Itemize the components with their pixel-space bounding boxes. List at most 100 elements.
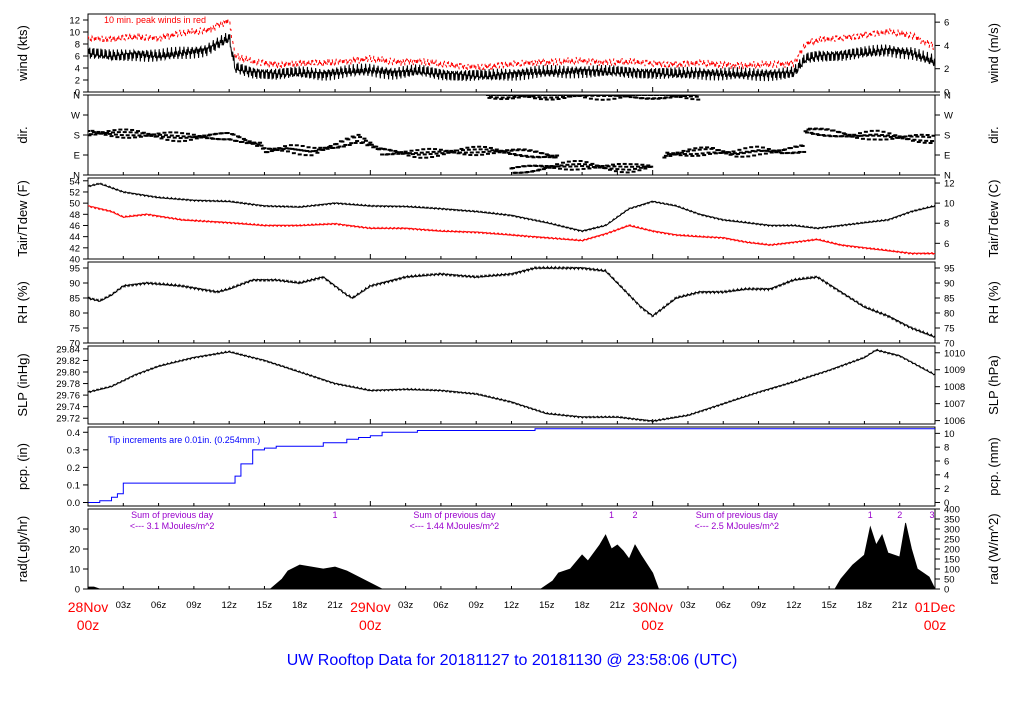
dir-point	[596, 164, 601, 167]
dir-point	[313, 149, 318, 152]
dir-right-tick-label: N	[944, 171, 951, 182]
dir-point	[571, 163, 576, 166]
dir-point	[185, 132, 190, 135]
dir-point	[758, 153, 763, 156]
dir-point	[106, 130, 111, 133]
dir-point	[488, 146, 493, 149]
dir-point	[693, 95, 698, 96]
dir-point	[278, 147, 283, 150]
dir-point	[502, 151, 507, 154]
dir-point	[599, 95, 604, 96]
dir-point	[819, 127, 824, 130]
dir-point	[525, 95, 530, 97]
dir-point	[610, 95, 615, 97]
dir-point	[690, 98, 695, 101]
rh-right-tick-label: 75	[944, 324, 955, 335]
slp-right-tick-label: 1008	[944, 382, 965, 393]
dir-point	[919, 133, 924, 136]
dir-point	[903, 135, 908, 138]
dir-point	[513, 154, 518, 157]
pcp-right-tick-label: 8	[944, 443, 949, 454]
dir-point	[740, 155, 745, 158]
dir-point	[159, 137, 164, 140]
dir-point	[290, 147, 295, 150]
dir-point	[516, 165, 521, 168]
dir-point	[603, 167, 608, 170]
dir-point	[408, 152, 413, 155]
dir-point	[555, 154, 560, 157]
dir-point	[280, 149, 285, 152]
dir-point	[275, 149, 280, 152]
dir-point	[510, 167, 515, 170]
dir-point	[418, 156, 423, 159]
dir-point	[583, 96, 588, 99]
dir-point	[297, 153, 302, 156]
dir-point	[131, 134, 136, 137]
dir-point	[527, 96, 532, 99]
dir-point	[662, 156, 667, 159]
dir-point	[888, 135, 893, 138]
dir-point	[343, 143, 348, 146]
dir-point	[435, 154, 440, 157]
dir-point	[668, 96, 673, 99]
temp-right-tick-label: 12	[944, 179, 955, 190]
dir-point	[410, 153, 415, 156]
rad-right-tick-label: 50	[944, 575, 955, 586]
dir-point	[468, 153, 473, 156]
dir-point	[768, 150, 773, 153]
dir-point	[543, 166, 548, 169]
dir-point	[231, 133, 236, 136]
dir-point	[600, 98, 605, 101]
dir-point	[641, 165, 646, 168]
dir-point	[584, 161, 589, 164]
dir-point	[537, 168, 542, 171]
dir-point	[674, 153, 679, 156]
dir-point	[165, 138, 170, 141]
slp-left-tick-label: 29.76	[56, 391, 80, 402]
dir-point	[497, 95, 502, 96]
dir-point	[538, 98, 543, 101]
dir-point	[544, 98, 549, 101]
rad-right-tick-label: 0	[944, 585, 949, 596]
wind-left-tick-label: 6	[75, 52, 80, 63]
rad-left-tick-label: 10	[69, 565, 80, 576]
rh-left-tick-label: 75	[69, 324, 80, 335]
dir-point	[294, 144, 299, 147]
dir-point	[452, 151, 457, 154]
dir-point	[593, 166, 598, 169]
dir-point	[855, 136, 860, 139]
dir-point	[419, 151, 424, 154]
time-tick-label: 15z	[257, 600, 273, 611]
dir-point	[102, 131, 107, 134]
dir-point	[738, 151, 743, 154]
dir-point	[91, 131, 96, 134]
dir-point	[847, 133, 852, 136]
dir-point	[856, 134, 861, 137]
dir-point	[816, 134, 821, 137]
dir-point	[374, 145, 379, 148]
dir-point	[906, 138, 911, 141]
dir-point	[633, 167, 638, 170]
dir-point	[494, 148, 499, 151]
dir-point	[99, 132, 104, 135]
dir-point	[565, 163, 570, 166]
dir-point	[560, 161, 565, 164]
dir-point	[635, 165, 640, 168]
dir-point	[550, 154, 555, 157]
dir-point	[628, 96, 633, 99]
rh-left-tick-label: 80	[69, 309, 80, 320]
dir-point	[875, 129, 880, 132]
dir-point	[347, 143, 352, 146]
dir-left-axis-label: dir.	[15, 126, 30, 143]
day-hour-label: 00z	[924, 617, 947, 633]
dir-point	[149, 134, 154, 137]
dir-point	[572, 160, 577, 163]
dir-point	[353, 141, 358, 144]
time-tick-label: 06z	[433, 600, 449, 611]
dir-point	[116, 131, 121, 134]
dir-point	[237, 136, 242, 139]
dir-point	[766, 148, 771, 151]
dir-point	[683, 95, 688, 98]
